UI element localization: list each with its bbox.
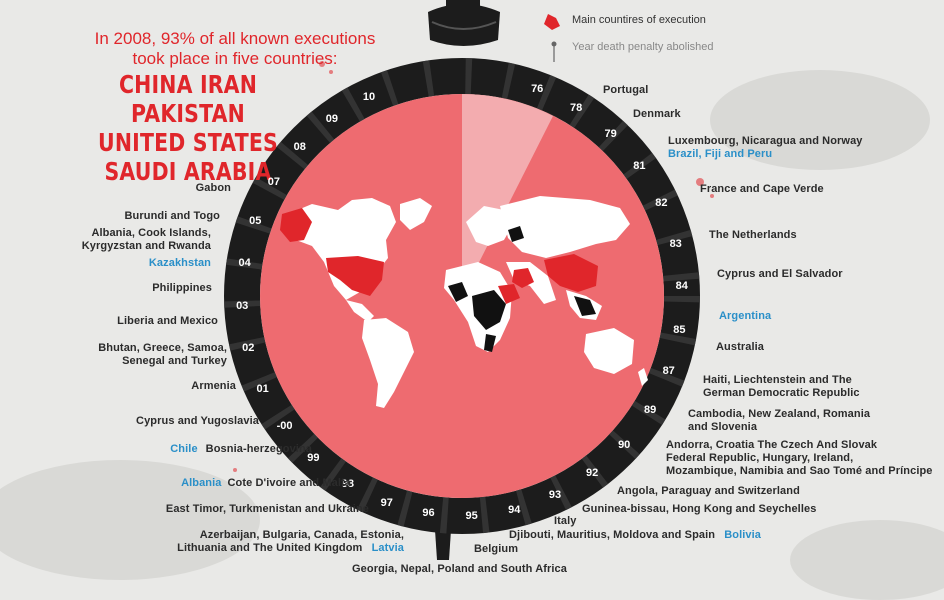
year-number: 92 <box>585 467 599 480</box>
year-number: 90 <box>618 438 631 451</box>
percentage-wedge <box>462 94 553 296</box>
year-number: 84 <box>675 280 688 293</box>
year-number: 05 <box>249 214 262 227</box>
main-execution-countries <box>280 208 598 304</box>
label-1996: Belgium <box>474 543 519 555</box>
label-2001-main: Bosnia-herzegovina <box>205 443 312 455</box>
label-1994: Italy <box>554 515 577 527</box>
label-1998: Azerbaijan, Bulgaria, Canada, Estonia, L… <box>177 529 404 555</box>
label-1982: The Netherlands <box>709 229 797 241</box>
label-2001-blue: Chile <box>170 443 198 455</box>
year-number: 04 <box>238 256 251 269</box>
year-number: 09 <box>325 112 339 125</box>
year-number: 87 <box>662 365 675 378</box>
label-2010: Gabon <box>195 182 231 194</box>
year-number: 98 <box>341 478 355 491</box>
label-2005: Liberia and Mexico <box>117 315 218 327</box>
label-2000-main: Cote D'ivoire and Malta <box>227 477 351 489</box>
top-countries-line-2: UNITED STATES <box>98 128 278 157</box>
label-2004-line-1: Bhutan, Greece, Samoa, <box>98 342 227 354</box>
label-1997: Georgia, Nepal, Poland and South Africa <box>352 563 567 575</box>
legend-abolished-label: Year death penalty abolished <box>572 41 714 53</box>
year-number: 01 <box>256 383 269 395</box>
year-number: 81 <box>633 159 646 172</box>
label-1979-line-1: Luxembourg, Nicaragua and Norway <box>668 135 863 147</box>
top-countries: CHINA IRAN PAKISTAN UNITED STATES SAUDI … <box>67 70 310 186</box>
label-2008: Albania, Cook Islands, Kyrgyzstan and Rw… <box>82 227 211 270</box>
year-number: 85 <box>673 323 686 336</box>
year-number: 08 <box>293 141 306 154</box>
label-2008-line-1: Albania, Cook Islands, <box>91 227 211 239</box>
top-countries-line-3: SAUDI ARABIA <box>104 157 272 186</box>
year-number: 82 <box>655 197 668 209</box>
top-countries-line-1: CHINA IRAN PAKISTAN <box>118 70 258 128</box>
label-1999: East Timor, Turkmenistan and Ukraine <box>165 503 369 515</box>
label-1987-line-1: Haiti, Liechtenstein and The <box>703 374 852 386</box>
label-1998-line-1: Azerbaijan, Bulgaria, Canada, Estonia, <box>199 529 404 541</box>
year-number: 96 <box>422 507 435 520</box>
label-2000-blue: Albania <box>181 477 222 489</box>
label-1990-line-3: Mozambique, Namibia and Sao Tomé and Prí… <box>666 465 933 477</box>
label-1987: Haiti, Liechtenstein and The German Demo… <box>703 374 860 400</box>
label-1995: Djibouti, Mauritius, Moldova and Spain B… <box>509 529 761 542</box>
year-number: 93 <box>548 489 562 502</box>
label-2009: Burundi and Togo <box>124 210 220 222</box>
label-1995-main: Djibouti, Mauritius, Moldova and Spain <box>509 529 716 541</box>
label-2002: Cyprus and Yugoslavia <box>136 415 259 427</box>
headline-line-2: took place in five countries: <box>132 49 338 68</box>
label-1989-line-2: and Slovenia <box>688 421 758 433</box>
legend-main-label: Main countires of execution <box>572 14 706 26</box>
abolished-countries <box>448 226 596 352</box>
label-1998-blue: Latvia <box>371 542 404 554</box>
label-2001: Chile Bosnia-herzegovina <box>170 443 312 456</box>
label-1979: Luxembourg, Nicaragua and Norway Brazil,… <box>668 135 863 161</box>
legend-main-marker <box>544 14 560 30</box>
label-1985: Australia <box>716 341 764 353</box>
label-1983: Cyprus and El Salvador <box>717 268 843 280</box>
label-1987-line-2: German Democratic Republic <box>703 387 860 399</box>
label-1979-line-2: Brazil, Fiji and Peru <box>668 148 773 160</box>
year-number: 07 <box>267 175 281 188</box>
year-number: 99 <box>307 452 320 465</box>
year-number: 97 <box>380 496 393 509</box>
year-number: 89 <box>643 404 657 417</box>
label-2004-line-2: Senegal and Turkey <box>122 355 227 367</box>
year-number: -00 <box>276 420 293 433</box>
label-1998-line-2-wrap: Lithuania and The United Kingdom Latvia <box>177 542 404 555</box>
label-1998-line-2: Lithuania and The United Kingdom <box>177 542 363 554</box>
rope-knot <box>428 4 500 46</box>
year-number: 76 <box>531 83 544 96</box>
label-2008-line-3: Kazakhstan <box>148 257 211 269</box>
label-1990-line-2: Federal Republic, Hungary, Ireland, <box>666 452 854 464</box>
label-1995-blue: Bolivia <box>724 529 762 541</box>
label-1990-line-1: Andorra, Croatia The Czech And Slovak <box>666 439 878 451</box>
year-number: 02 <box>242 342 255 355</box>
year-number: 94 <box>508 503 521 516</box>
label-1992: Angola, Paraguay and Switzerland <box>617 485 800 497</box>
label-2008-line-2: Kyrgyzstan and Rwanda <box>81 240 211 252</box>
year-number: 10 <box>362 90 376 103</box>
headline-line-1: In 2008, 93% of all known executions <box>94 29 376 48</box>
label-1976: Portugal <box>603 84 649 96</box>
label-1989: Cambodia, New Zealand, Romania and Slove… <box>688 408 870 434</box>
label-1990: Andorra, Croatia The Czech And Slovak Fe… <box>666 439 933 478</box>
label-2007: Philippines <box>152 282 212 294</box>
year-number: 78 <box>569 101 583 114</box>
headline: In 2008, 93% of all known executions too… <box>60 29 410 69</box>
label-1993: Guninea-bissau, Hong Kong and Seychelles <box>582 503 817 515</box>
year-number: 79 <box>604 127 617 140</box>
label-1989-line-1: Cambodia, New Zealand, Romania <box>688 408 871 420</box>
label-2000: Albania Cote D'ivoire and Malta <box>181 477 351 490</box>
label-1978: Denmark <box>633 108 681 120</box>
label-2004: Bhutan, Greece, Samoa, Senegal and Turke… <box>98 342 227 368</box>
label-1984: Argentina <box>719 310 772 322</box>
label-1981: France and Cape Verde <box>700 183 824 195</box>
year-number: 95 <box>465 509 478 522</box>
grunge-texture <box>0 70 944 600</box>
year-number: 83 <box>669 237 682 250</box>
label-2003: Armenia <box>191 380 236 392</box>
year-number: 03 <box>236 299 249 312</box>
